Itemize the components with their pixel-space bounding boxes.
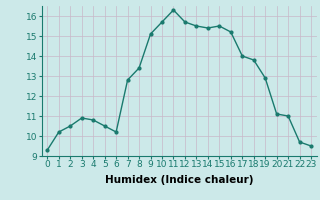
X-axis label: Humidex (Indice chaleur): Humidex (Indice chaleur) (105, 175, 253, 185)
